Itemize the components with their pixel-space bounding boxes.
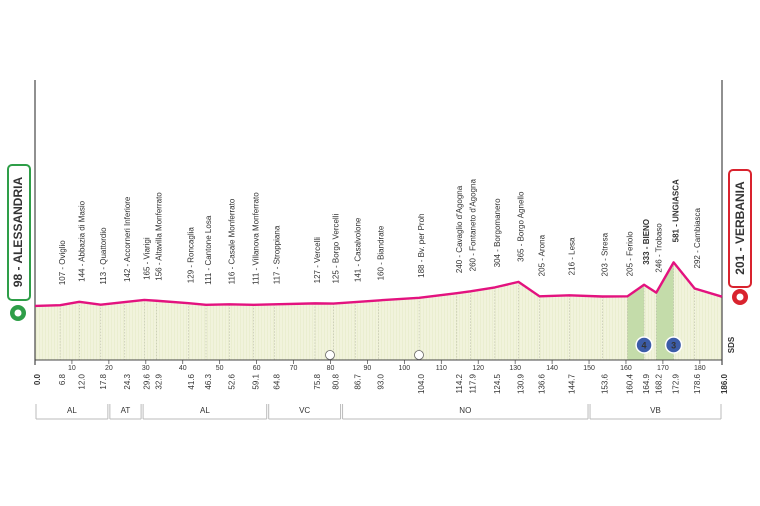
climb-category: 3 (671, 340, 676, 350)
waypoint-label: 107 - Oviglio (58, 240, 67, 285)
km-label: 130.9 (517, 373, 526, 394)
x-tick-label: 180 (694, 365, 706, 372)
x-tick-label: 110 (436, 365, 447, 372)
km-label: 59.1 (251, 373, 260, 389)
x-tick-label: 120 (472, 365, 484, 372)
profile-line (34, 261, 723, 308)
region-label: AL (200, 406, 210, 415)
km-label: 136.6 (538, 373, 547, 394)
region-label: VB (650, 406, 661, 415)
km-label: 52.6 (227, 373, 236, 389)
start-icon-dot (14, 309, 22, 317)
waypoint-label: 333 - BIENO (642, 219, 651, 265)
km-label: 168.2 (654, 373, 663, 394)
x-tick-label: 30 (142, 365, 150, 372)
sds-label: SDS (727, 336, 736, 353)
km-label: 164.9 (642, 373, 651, 394)
km-label: 6.8 (58, 373, 67, 385)
waypoint-label: 111 - Villanova Monferrato (251, 192, 260, 285)
x-tick-label: 20 (105, 365, 113, 372)
finish-box (728, 169, 752, 288)
waypoint-label: 205 - Feriolo (626, 231, 635, 276)
waypoint-label: 365 - Borgo Agnello (517, 191, 526, 262)
km-label: 17.8 (99, 373, 108, 389)
start-label: 98 - ALESSANDRIA (11, 177, 25, 288)
waypoint-label: 188 - Bv. per Proh (417, 214, 426, 278)
km-label: 86.7 (353, 373, 362, 389)
waypoint-label: 240 - Cavaglio d'Agogna (455, 185, 464, 273)
region-label: NO (459, 406, 471, 415)
sprint-icon (325, 350, 335, 360)
x-tick-label: 40 (179, 365, 187, 372)
km-label: 114.2 (455, 373, 464, 393)
x-tick-label: 150 (583, 365, 595, 372)
km-label: 124.5 (493, 373, 502, 394)
waypoint-label: 127 - Vercelli (313, 237, 322, 283)
km-label: 172.9 (672, 373, 681, 394)
km-label: 29.6 (142, 373, 151, 389)
km-label: 153.6 (600, 373, 609, 394)
waypoint-label: 581 - UNGIASCA (672, 179, 681, 242)
waypoint-label: 116 - Casale Monferrato (227, 198, 236, 284)
waypoint-label: 203 - Stresa (600, 232, 609, 276)
region-label: AT (121, 406, 131, 415)
km-label: 104.0 (417, 373, 426, 394)
climb-category: 4 (642, 340, 647, 350)
x-tick-label: 60 (253, 365, 261, 372)
waypoint-label: 113 - Quattordio (99, 227, 108, 285)
km-label: 93.0 (377, 373, 386, 389)
waypoint-label: 304 - Borgomanero (493, 198, 502, 267)
waypoint-label: 205 - Arona (538, 234, 547, 276)
finish-icon-dot (736, 293, 744, 301)
region-label: AL (67, 406, 77, 415)
km-label: 186.0 (720, 373, 729, 394)
km-label: 32.9 (155, 373, 164, 389)
x-tick-label: 70 (290, 365, 298, 372)
waypoint-label: 111 - Cantone Losa (204, 215, 213, 285)
km-label: 0.0 (33, 373, 42, 385)
x-tick-label: 50 (216, 365, 224, 372)
waypoint-label: 260 - Fontaneto d'Agogna (469, 179, 478, 272)
waypoint-label: 292 - Cambiasca (693, 207, 702, 268)
km-label: 24.3 (123, 373, 132, 389)
km-label: 144.7 (568, 373, 577, 394)
km-label: 80.8 (332, 373, 341, 389)
finish-label: 201 - VERBANIA (733, 181, 747, 275)
km-label: 12.0 (77, 373, 86, 389)
climb-badge (635, 336, 653, 354)
x-tick-label: 160 (620, 365, 632, 372)
region-label: VC (299, 406, 310, 415)
waypoint-label: 117 - Stroppiana (272, 225, 281, 284)
sprint-icon (414, 350, 424, 360)
waypoint-label: 246 - Trobaso (654, 223, 663, 273)
waypoint-label: 129 - Roncaglia (187, 227, 196, 284)
waypoint-label: 142 - Accorneri Inferiore (123, 196, 132, 282)
km-label: 75.8 (313, 373, 322, 389)
waypoint-label: 141 - Casalvolone (353, 217, 362, 282)
start-box (7, 164, 31, 301)
waypoint-label: 165 - Viarigi (142, 237, 151, 280)
km-label: 41.6 (187, 373, 196, 389)
plot: 10 20 30 40 50 60 70 80 90 100 110 120 130 140 150 160 1… (33, 80, 729, 420)
waypoint-label: 160 - Biandrate (377, 225, 386, 280)
km-label: 160.4 (626, 373, 635, 394)
x-tick-label: 80 (327, 365, 335, 372)
waypoint-label: 144 - Abbazia di Masio (77, 200, 86, 281)
x-tick-label: 140 (546, 365, 558, 372)
climb-badge (664, 336, 683, 354)
x-tick-label: 130 (509, 365, 521, 372)
km-label: 64.8 (272, 373, 281, 389)
km-label: 178.6 (693, 373, 702, 394)
profile-area (35, 262, 722, 360)
x-tick-label: 90 (364, 365, 372, 372)
x-tick-label: 170 (657, 365, 669, 372)
waypoint-label: 125 - Borgo Vercelli (332, 214, 341, 284)
waypoint-label: 216 - Lesa (568, 237, 577, 275)
x-tick-label: 10 (68, 365, 76, 372)
km-label: 46.3 (204, 373, 213, 389)
waypoint-label: 156 - Altavilla Monferrato (155, 192, 164, 281)
km-label: 117.9 (469, 373, 478, 393)
x-tick-label: 100 (399, 365, 411, 372)
